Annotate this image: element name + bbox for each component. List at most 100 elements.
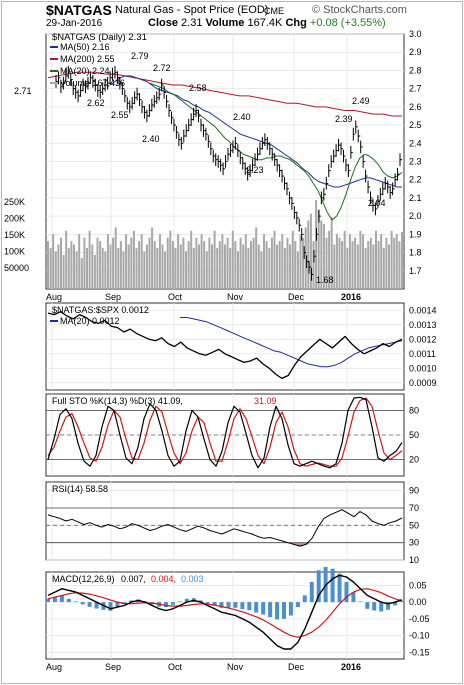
volume-bar — [174, 247, 177, 289]
rsi-tick-label: 50 — [409, 520, 419, 530]
price-annotation: 2.72 — [153, 63, 171, 73]
volume-label: Volume — [205, 17, 245, 29]
volume-bar — [278, 241, 281, 289]
rsi-tick-label: 90 — [409, 486, 419, 496]
macd-histogram-bar — [372, 602, 377, 611]
volume-bar — [166, 237, 169, 289]
volume-bar — [211, 244, 213, 289]
volume-bar — [161, 244, 164, 289]
volume-bar — [367, 241, 370, 289]
volume-bar — [164, 251, 167, 289]
volume-bar — [354, 237, 357, 289]
volume-tick-label: 200K — [4, 214, 25, 224]
volume-bar — [198, 244, 200, 289]
month-label: Sep — [105, 292, 121, 302]
volume-tick-label: 100K — [4, 247, 25, 257]
rsi-oversold-fill — [297, 542, 303, 547]
price-legend-entry: MA(200) 2.55 — [60, 54, 115, 64]
macd-histogram-bar — [247, 602, 252, 611]
volume-bar — [70, 241, 73, 289]
volume-bar — [60, 237, 62, 289]
volume-bar — [156, 247, 159, 289]
price-tick-label: 1.8 — [409, 248, 422, 258]
macd-histogram-bar — [170, 602, 175, 605]
price-annotation: 2.40 — [142, 134, 160, 144]
volume-bar — [195, 237, 198, 289]
volume-bar — [351, 241, 354, 289]
ma50-line — [109, 75, 402, 188]
volume-bar — [91, 244, 94, 289]
volume-tick-label: 250K — [4, 197, 25, 207]
volume-bar — [140, 234, 143, 289]
macd-histogram-bar — [254, 602, 259, 613]
month-label: Aug — [46, 292, 62, 302]
stoch-tick-label: 20 — [409, 455, 419, 465]
macd-hist-value: 0.003 — [181, 574, 204, 584]
macd-histogram-bar — [87, 602, 92, 607]
ratio-tick-label: 0.0011 — [409, 349, 436, 359]
stoch-title: Full STO %K(14,3) %D(3) 41.09, — [52, 396, 183, 406]
stoch-d-line — [47, 397, 403, 467]
price-annotation: 2.55 — [111, 110, 129, 120]
macd-histogram-bar — [212, 602, 217, 606]
volume-bar — [93, 254, 96, 289]
copyright: © StockCharts.com — [312, 4, 407, 16]
macd-histogram-bar — [365, 602, 370, 609]
volume-bar — [312, 241, 315, 289]
volume-bar — [221, 234, 224, 289]
macd-histogram-bar — [282, 602, 286, 619]
volume-bar — [270, 237, 273, 289]
volume-bar — [356, 244, 359, 289]
volume-bar — [247, 247, 250, 289]
macd-histogram-bar — [46, 598, 50, 603]
volume-bar — [401, 231, 403, 289]
volume-bar — [325, 237, 328, 289]
volume-bar — [286, 237, 289, 289]
price-tick-label: 2.6 — [409, 102, 422, 112]
ma200-line — [47, 71, 402, 117]
volume-bar — [242, 244, 245, 289]
volume-bar — [138, 241, 141, 289]
volume-bar — [276, 244, 279, 289]
volume-bar — [362, 234, 364, 289]
quote-stats: Close 2.31 Volume 167.4K Chg +0.08 (+3.5… — [148, 17, 386, 29]
volume-bar — [190, 230, 193, 289]
volume-bar — [86, 247, 88, 289]
volume-bar — [153, 241, 156, 289]
volume-bar — [265, 241, 268, 289]
volume-bar — [341, 241, 344, 289]
macd-histogram-bar — [330, 568, 335, 603]
ratio-tick-label: 0.0010 — [409, 363, 437, 373]
price-tick-label: 3.0 — [409, 29, 422, 39]
macd-histogram-bar — [358, 601, 363, 603]
month-label: Nov — [227, 292, 244, 302]
chg-label: Chg — [285, 17, 307, 29]
volume-bar — [338, 237, 341, 289]
macd-histogram-bar — [316, 570, 321, 603]
ratio-line — [47, 311, 403, 380]
volume-bar — [229, 247, 232, 289]
macd-histogram-bar — [80, 602, 85, 605]
macd-tick-label: -0.05 — [409, 614, 430, 624]
volume-bar — [299, 234, 302, 289]
month-label: Oct — [168, 292, 183, 302]
rsi-panel — [45, 481, 405, 561]
volume-bar — [234, 241, 237, 289]
price-tick-label: 2.2 — [409, 175, 422, 185]
volume-bar — [302, 237, 305, 289]
volume-bar — [263, 234, 265, 289]
volume-bar — [294, 241, 297, 289]
macd-histogram-bar — [115, 602, 120, 608]
rsi-oversold-fill — [303, 542, 309, 545]
macd-histogram-bar — [205, 602, 210, 604]
volume-bar — [322, 224, 325, 289]
volume-bar — [158, 234, 161, 289]
quote-date: 29-Jan-2016 — [46, 18, 103, 29]
macd-histogram-bar — [129, 600, 134, 603]
volume-bar — [96, 237, 99, 289]
price-legend-entry: MA(20) 2.24 — [60, 66, 110, 76]
volume-bar — [335, 234, 338, 289]
volume-bar — [224, 244, 226, 289]
volume-bar — [385, 237, 388, 289]
volume-bar — [328, 230, 331, 289]
